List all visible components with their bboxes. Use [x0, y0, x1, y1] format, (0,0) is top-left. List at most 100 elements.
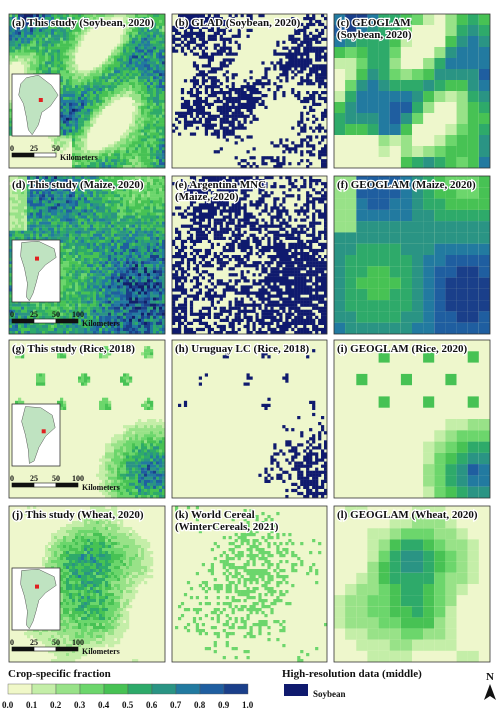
pixel [204, 64, 208, 68]
pixel [117, 61, 121, 65]
pixel [39, 233, 43, 237]
pixel [210, 25, 214, 29]
pixel [96, 312, 100, 316]
pixel [105, 248, 109, 253]
pixel [84, 258, 88, 262]
pixel [207, 14, 211, 18]
pixel [150, 61, 154, 65]
pixel [42, 212, 46, 216]
pixel [36, 179, 40, 183]
pixel [303, 64, 307, 68]
pixel [216, 49, 220, 53]
pixel [90, 176, 94, 180]
pixel [72, 209, 76, 213]
pixel [78, 135, 82, 139]
pixel [159, 67, 163, 71]
pixel [285, 144, 289, 148]
pixel [9, 291, 13, 295]
pixel [129, 43, 133, 47]
pixel [18, 31, 22, 35]
pixel [33, 64, 37, 68]
pixel [12, 19, 16, 24]
pixel [78, 162, 82, 166]
pixel [27, 327, 31, 332]
pixel [72, 294, 76, 298]
pixel [90, 200, 94, 204]
pixel [120, 34, 124, 38]
pixel [30, 200, 34, 204]
pixel [27, 209, 31, 213]
pixel [72, 132, 76, 136]
pixel [138, 165, 142, 169]
pixel [198, 31, 202, 35]
pixel [102, 218, 106, 222]
pixel [15, 203, 19, 207]
pixel [105, 203, 109, 207]
pixel [285, 61, 289, 65]
pixel [33, 309, 37, 313]
pixel [102, 327, 106, 332]
pixel [96, 91, 100, 95]
pixel [144, 28, 148, 32]
pixel [24, 224, 28, 228]
pixel [291, 17, 295, 21]
pixel [153, 138, 157, 142]
pixel [324, 73, 328, 77]
pixel [120, 58, 124, 62]
pixel [45, 64, 49, 68]
pixel [321, 22, 325, 27]
pixel [69, 230, 73, 234]
pixel [117, 159, 121, 163]
pixel [249, 105, 253, 109]
pixel [246, 135, 250, 139]
pixel [60, 132, 64, 136]
pixel [36, 52, 40, 56]
pixel [12, 191, 16, 195]
pixel [75, 285, 79, 289]
pixel [297, 52, 301, 56]
pixel [78, 141, 82, 145]
pixel [153, 17, 157, 21]
pixel [108, 73, 112, 77]
pixel [297, 46, 301, 50]
pixel [66, 138, 70, 142]
pixel [144, 120, 148, 124]
pixel [264, 105, 268, 109]
pixel [201, 40, 205, 44]
pixel [135, 19, 139, 24]
pixel [189, 105, 194, 109]
pixel [108, 224, 112, 228]
pixel [147, 28, 151, 32]
pixel [60, 200, 64, 204]
pixel [21, 218, 25, 222]
pixel [144, 22, 148, 27]
pixel [27, 188, 31, 192]
pixel [192, 82, 197, 86]
pixel [75, 34, 79, 38]
pixel [81, 123, 85, 127]
pixel [225, 114, 229, 118]
pixel [315, 135, 319, 139]
pixel [78, 91, 82, 95]
pixel [63, 258, 67, 262]
pixel [51, 182, 55, 186]
pixel [45, 218, 49, 222]
pixel [24, 55, 28, 59]
pixel [108, 288, 112, 292]
pixel [30, 49, 34, 53]
pixel [54, 37, 58, 41]
grid-cell [456, 157, 468, 168]
pixel [21, 28, 25, 32]
pixel [99, 105, 103, 109]
pixel [300, 43, 304, 47]
pixel [15, 43, 19, 47]
pixel [87, 191, 91, 195]
pixel [57, 37, 61, 41]
pixel [48, 324, 52, 329]
pixel [9, 117, 13, 121]
pixel [279, 73, 283, 77]
pixel [324, 82, 328, 86]
pixel [315, 49, 319, 53]
pixel [93, 209, 97, 213]
pixel [204, 129, 208, 133]
